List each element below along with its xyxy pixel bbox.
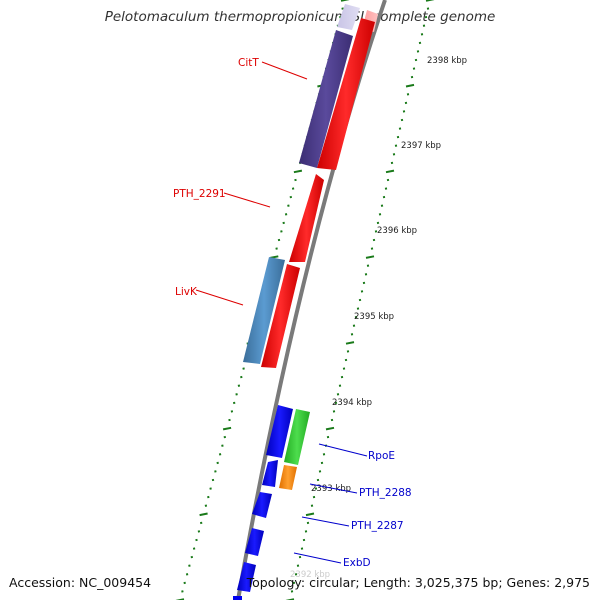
gene-rpoe-blue — [266, 405, 293, 458]
gene-label-pth2288: PTH_2288 — [359, 487, 412, 499]
faded-feature-lavender — [337, 4, 360, 30]
scale-tick — [285, 598, 295, 600]
leader-livk — [195, 289, 244, 306]
genome-summary-text: Topology: circular; Length: 3,025,375 bp… — [246, 575, 590, 590]
scale-label-2393: 2393 kbp — [311, 484, 351, 494]
scale-tick — [345, 341, 355, 345]
scale-tick — [405, 83, 415, 88]
gene-bottom-stub — [233, 596, 242, 600]
gene-label-livk: LivK — [175, 286, 198, 298]
gene-label-pth2291: PTH_2291 — [173, 188, 226, 200]
leader-pth2287 — [301, 516, 350, 527]
gene-bottom-blue — [237, 562, 256, 592]
scale-tick — [340, 0, 350, 2]
gene-pth2291 — [289, 174, 324, 262]
gene-livk-steelblue — [243, 257, 285, 364]
scale-label-2398: 2398 kbp — [427, 56, 467, 66]
gene-pth2288-blue — [262, 460, 278, 487]
scale-label-2396: 2396 kbp — [377, 226, 417, 236]
scale-tick — [425, 0, 435, 2]
gene-label-exbd: ExbD — [343, 557, 371, 569]
gene-label-citt: CitT — [238, 57, 259, 69]
scale-ticks-outer — [285, 0, 435, 600]
scale-tick — [385, 169, 395, 174]
leader-exbd — [293, 552, 342, 564]
scale-tick — [293, 169, 303, 174]
gene-label-rpoe: RpoE — [368, 450, 395, 462]
scale-label-2394: 2394 kbp — [332, 398, 372, 408]
scale-label-2395: 2395 kbp — [354, 312, 394, 322]
leader-pth2288 — [309, 483, 358, 494]
scale-label-2397: 2397 kbp — [401, 141, 441, 151]
map-title: Pelotomaculum thermopropionicum SI, comp… — [104, 9, 496, 25]
accession-text: Accession: NC_009454 — [9, 575, 152, 590]
gene-livk-red — [261, 264, 300, 368]
gene-citt-red — [317, 18, 375, 170]
gene-exbd-blue — [245, 528, 264, 556]
scale-tick — [222, 426, 232, 431]
gene-rpoe-green — [284, 409, 310, 465]
scale-tick — [365, 255, 375, 259]
leader-rpoe — [318, 443, 368, 457]
leader-citt — [261, 61, 308, 80]
scale-tick — [199, 512, 208, 517]
scale-tick — [305, 512, 315, 517]
gene-label-pth2287: PTH_2287 — [351, 520, 404, 532]
leader-pth2291 — [223, 192, 271, 208]
gene-pth2288-orange — [279, 465, 297, 490]
gene-citt-purple — [299, 30, 353, 168]
scale-tick — [325, 426, 335, 431]
scale-tick — [175, 598, 185, 600]
scale-label-2392: 2392 kbp — [290, 570, 330, 580]
gene-pth2287-blue — [252, 492, 272, 518]
